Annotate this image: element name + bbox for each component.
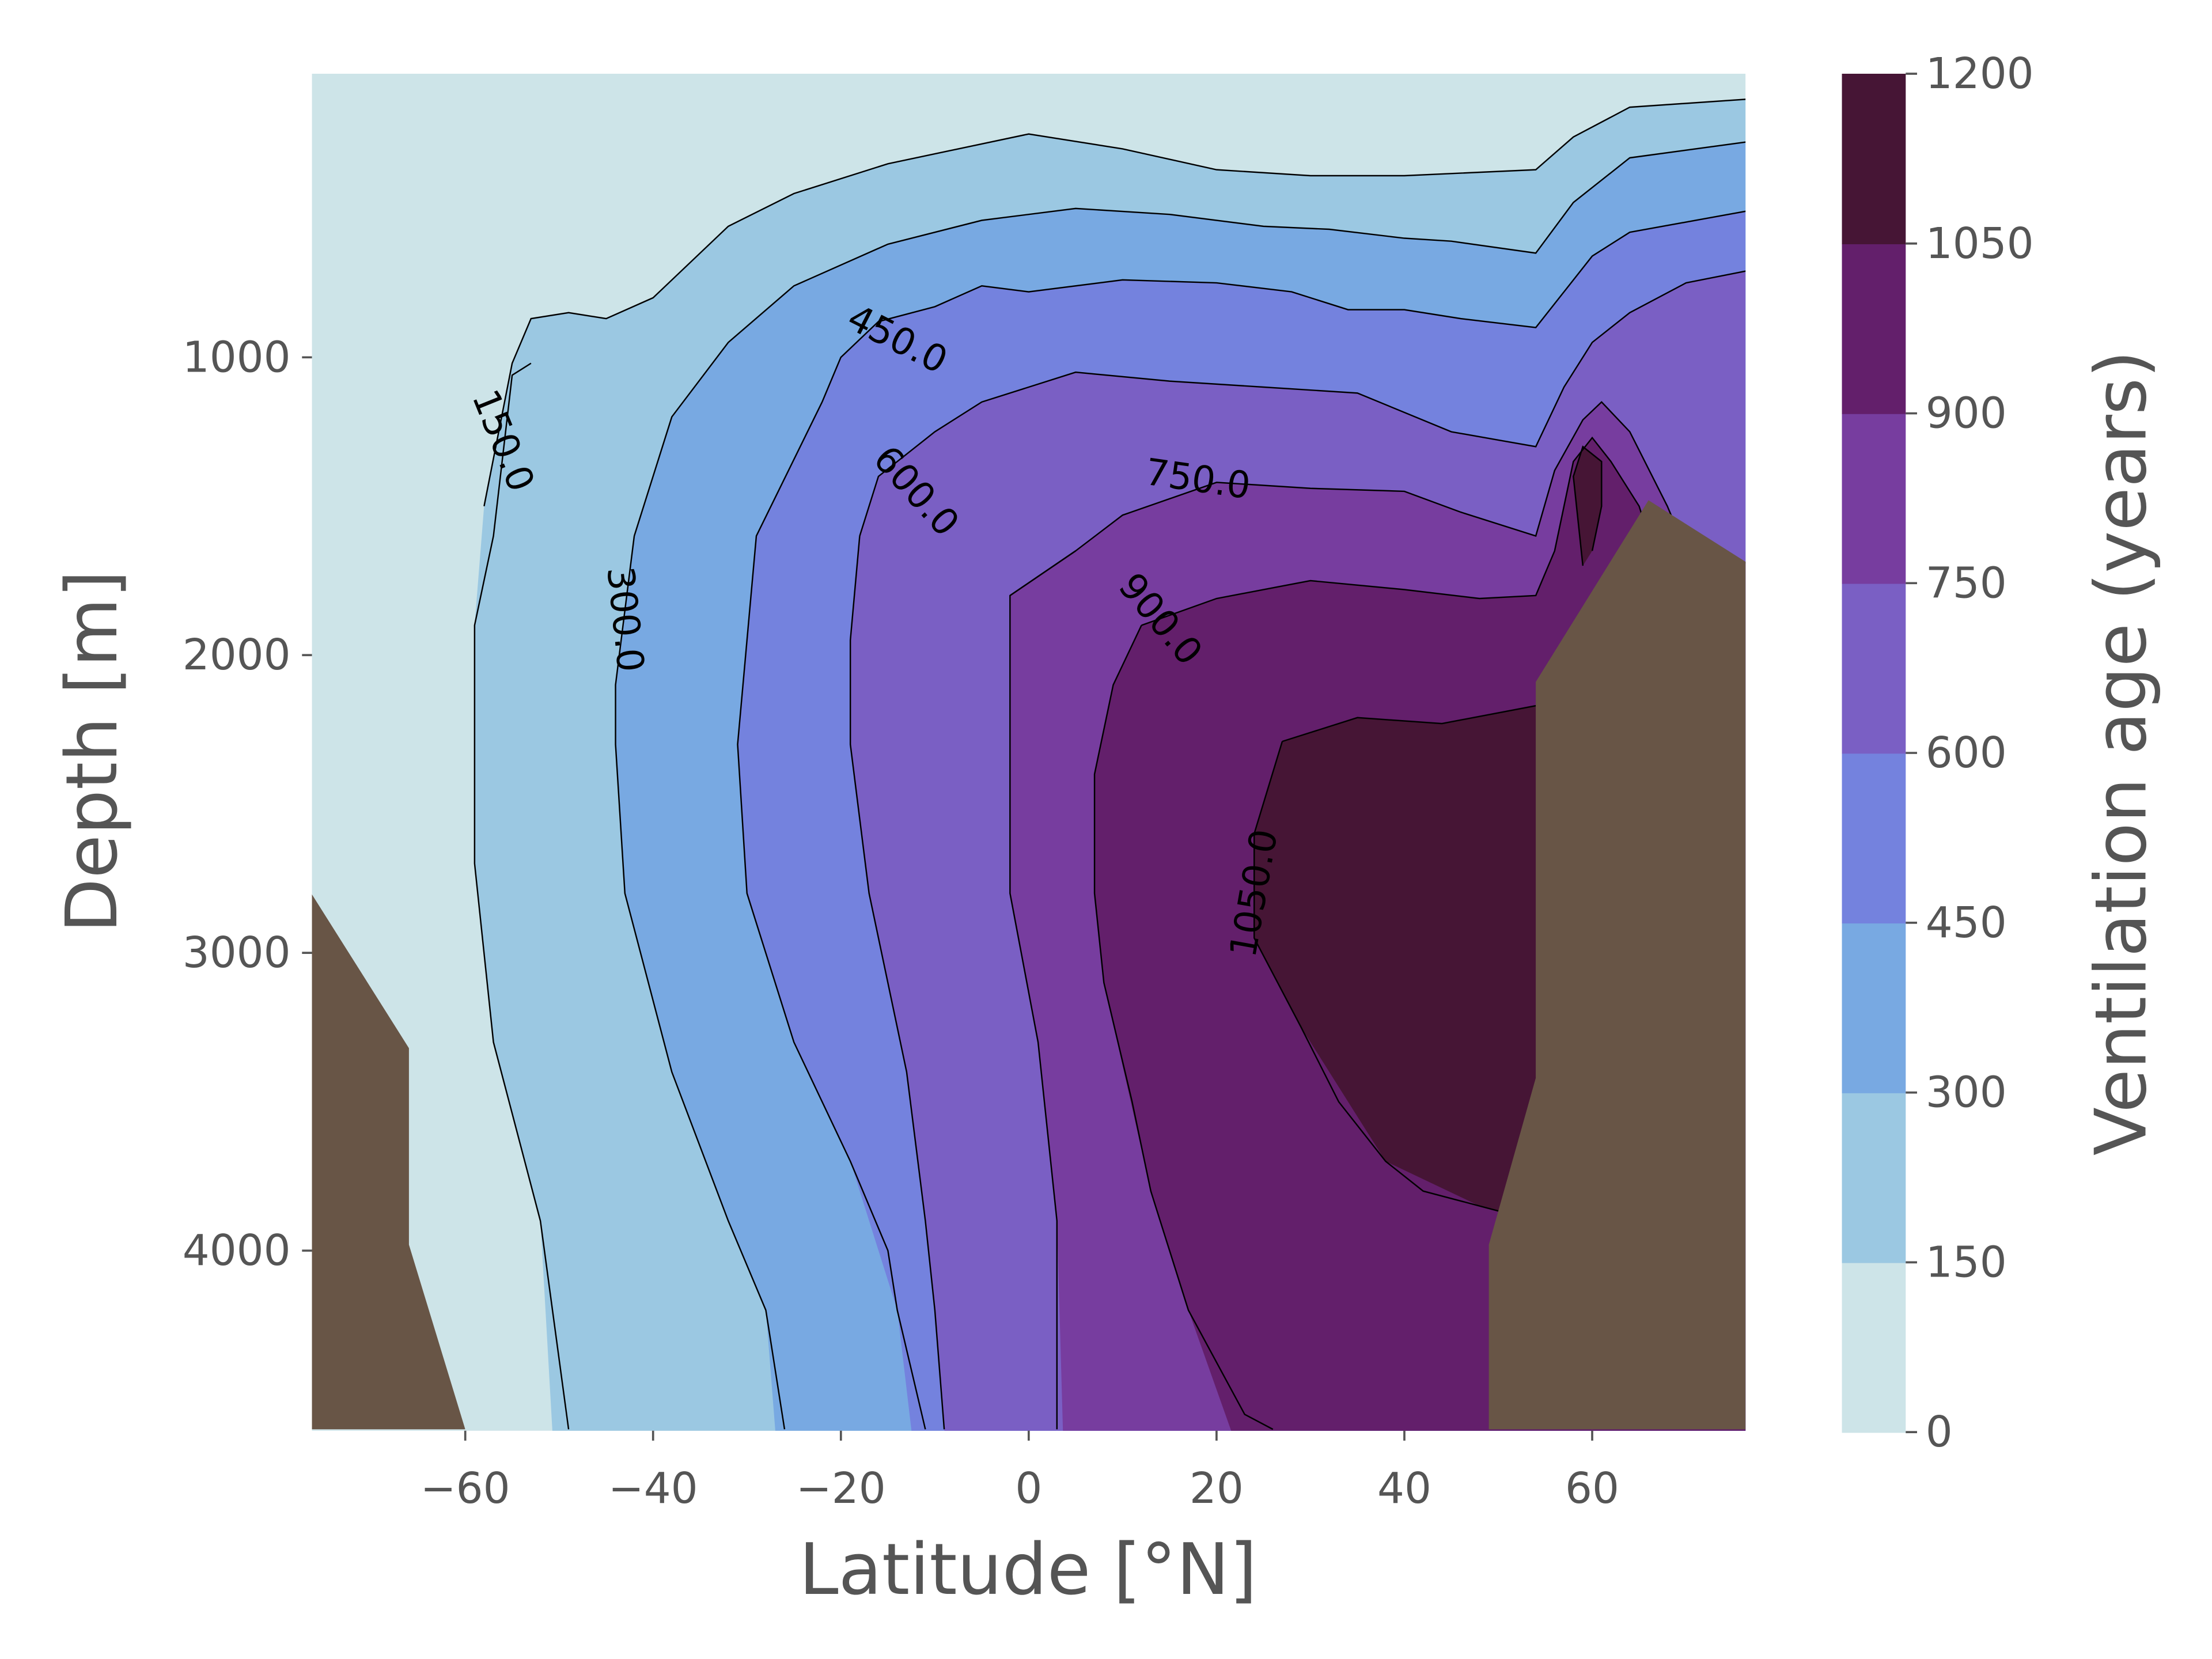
contour-line-900 xyxy=(1093,625,1274,1430)
colorbar-segment-0 xyxy=(1842,1262,1906,1433)
contour-line-top-0 xyxy=(483,99,1746,507)
contour-line-750 xyxy=(1009,550,1077,1430)
x-tick-label: −20 xyxy=(796,1464,886,1513)
colorbar-segment-450 xyxy=(1842,753,1906,924)
contour-line-top-6 xyxy=(1282,704,1536,743)
x-tick-label: 60 xyxy=(1565,1464,1619,1513)
contour-line-450 xyxy=(737,402,926,1430)
y-axis-ticks: 1000 2000 3000 4000 xyxy=(183,332,312,1275)
colorbar-tick-label: 1200 xyxy=(1926,49,2034,99)
colorbar-segment-600 xyxy=(1842,583,1906,754)
colorbar-tick-label: 1050 xyxy=(1926,219,2034,268)
colorbar-tick-label: 450 xyxy=(1926,898,2007,948)
y-axis-label: Depth [m] xyxy=(51,570,134,933)
contour-band-7 xyxy=(1254,706,1536,1221)
x-axis-ticks: −60 −40 −20 0 20 40 60 xyxy=(421,1430,1619,1513)
land-mask xyxy=(312,500,1746,1430)
land-southern xyxy=(312,894,465,1430)
contour-line-top-5 xyxy=(1141,436,1649,626)
contour-line-top-2 xyxy=(821,210,1746,403)
contour-line-1050 xyxy=(1253,741,1536,1222)
contour-line-top-4 xyxy=(1009,401,1746,596)
colorbar-segment-750 xyxy=(1842,413,1906,584)
colorbar-tick-label: 750 xyxy=(1926,558,2007,608)
colorbar-tick-label: 900 xyxy=(1926,389,2007,438)
x-axis-label: Latitude [°N] xyxy=(799,1529,1257,1611)
land-northern xyxy=(1488,500,1746,1430)
x-tick-label: 0 xyxy=(1015,1464,1042,1513)
contour-lines xyxy=(474,99,1746,1430)
y-tick-label: 3000 xyxy=(183,928,291,978)
colorbar-tick-label: 0 xyxy=(1926,1407,1953,1457)
colorbar-tick-label: 150 xyxy=(1926,1237,2007,1287)
colorbar-segment-900 xyxy=(1842,243,1906,414)
y-tick-label: 2000 xyxy=(183,630,291,680)
y-tick-label: 4000 xyxy=(183,1226,291,1275)
colorbar-tick-label: 600 xyxy=(1926,728,2007,778)
contour-line-150 xyxy=(474,362,570,1430)
colorbar-segment-300 xyxy=(1842,922,1906,1093)
contour-band-8 xyxy=(1573,446,1602,566)
colorbar-segment-150 xyxy=(1842,1092,1906,1263)
filled-contour-bands xyxy=(312,74,1746,1431)
plot-area xyxy=(312,74,1746,1431)
colorbar: 0 150 300 450 600 750 900 1050 1200 xyxy=(1842,49,2034,1457)
colorbar-label: Ventilation age (years) xyxy=(2080,350,2162,1156)
x-tick-label: 40 xyxy=(1377,1464,1431,1513)
y-tick-label: 1000 xyxy=(183,332,291,382)
x-tick-label: −60 xyxy=(421,1464,510,1513)
contour-line-600 xyxy=(849,536,945,1430)
contour-line-top-1 xyxy=(633,141,1746,536)
colorbar-segment-1050 xyxy=(1842,74,1906,244)
colorbar-tick-label: 300 xyxy=(1926,1068,2007,1118)
contour-line-300 xyxy=(615,536,786,1430)
x-tick-label: 20 xyxy=(1190,1464,1244,1513)
x-tick-label: −40 xyxy=(608,1464,698,1513)
contour-line-top-7 xyxy=(1573,445,1603,566)
contour-line-top-3 xyxy=(859,270,1746,536)
